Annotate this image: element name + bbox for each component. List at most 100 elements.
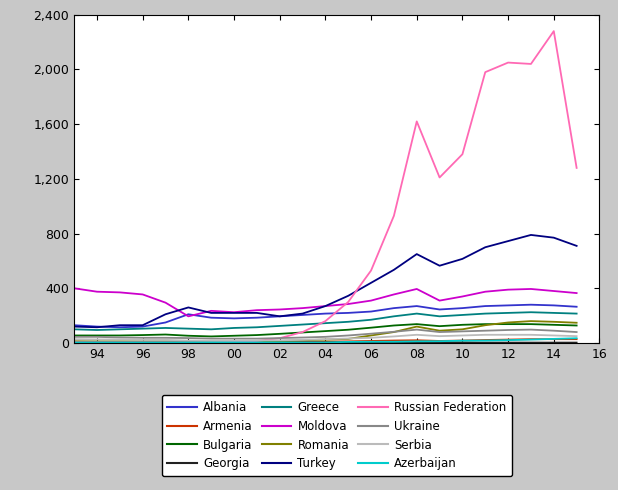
Serbia (185, 338, 192, 343)
Armenia (116, 339, 124, 345)
Azerbaijan (481, 338, 489, 343)
Moldova (162, 300, 169, 306)
Greece (322, 320, 329, 326)
Albania (322, 311, 329, 317)
Georgia (527, 340, 535, 345)
Moldova (367, 297, 375, 303)
Romania (70, 339, 78, 344)
Romania (185, 339, 192, 344)
Greece (481, 311, 489, 317)
Bulgaria (116, 333, 124, 339)
Moldova (322, 303, 329, 309)
Azerbaijan (459, 338, 466, 343)
Turkey (185, 304, 192, 310)
Romania (162, 339, 169, 344)
Romania (139, 339, 146, 344)
Moldova (504, 287, 512, 293)
Serbia (573, 333, 580, 339)
Serbia (413, 332, 420, 338)
Greece (527, 309, 535, 315)
Georgia (70, 340, 78, 345)
Greece (253, 324, 261, 330)
Moldova (139, 292, 146, 297)
Albania (481, 303, 489, 309)
Line: Romania: Romania (74, 321, 577, 342)
Turkey (550, 235, 557, 241)
Turkey (436, 263, 443, 269)
Bulgaria (253, 332, 261, 338)
Russian Federation (459, 151, 466, 157)
Russian Federation (299, 329, 307, 335)
Turkey (162, 311, 169, 317)
Turkey (504, 238, 512, 244)
Greece (436, 314, 443, 319)
Romania (344, 336, 352, 342)
Armenia (253, 339, 261, 345)
Ukraine (185, 335, 192, 341)
Line: Azerbaijan: Azerbaijan (74, 338, 577, 343)
Romania (93, 339, 101, 344)
Moldova (344, 301, 352, 307)
Serbia (93, 337, 101, 343)
Turkey (413, 251, 420, 257)
Azerbaijan (231, 340, 238, 345)
Georgia (550, 340, 557, 345)
Armenia (185, 340, 192, 345)
Bulgaria (550, 322, 557, 328)
Ukraine (550, 328, 557, 334)
Ukraine (436, 329, 443, 335)
Greece (208, 326, 215, 332)
Armenia (70, 339, 78, 344)
Greece (299, 321, 307, 327)
Bulgaria (276, 331, 284, 337)
Turkey (459, 256, 466, 262)
Line: Moldova: Moldova (74, 288, 577, 317)
Romania (504, 319, 512, 325)
Georgia (459, 340, 466, 345)
Azerbaijan (504, 337, 512, 343)
Serbia (231, 338, 238, 344)
Georgia (367, 340, 375, 345)
Turkey (481, 245, 489, 250)
Moldova (116, 290, 124, 295)
Serbia (367, 335, 375, 341)
Line: Russian Federation: Russian Federation (74, 31, 577, 343)
Russian Federation (276, 335, 284, 341)
Azerbaijan (299, 340, 307, 345)
Bulgaria (185, 333, 192, 339)
Moldova (299, 305, 307, 311)
Moldova (413, 286, 420, 292)
Romania (276, 338, 284, 344)
Russian Federation (573, 165, 580, 171)
Moldova (231, 309, 238, 315)
Turkey (208, 310, 215, 316)
Georgia (185, 340, 192, 345)
Ukraine (322, 334, 329, 340)
Russian Federation (344, 299, 352, 305)
Bulgaria (70, 333, 78, 339)
Albania (93, 323, 101, 329)
Romania (481, 322, 489, 328)
Georgia (253, 340, 261, 345)
Albania (185, 311, 192, 317)
Greece (413, 311, 420, 317)
Romania (253, 338, 261, 344)
Turkey (231, 310, 238, 316)
Turkey (70, 323, 78, 329)
Ukraine (116, 335, 124, 341)
Greece (231, 325, 238, 331)
Bulgaria (344, 327, 352, 333)
Russian Federation (139, 340, 146, 345)
Georgia (139, 340, 146, 345)
Bulgaria (436, 323, 443, 329)
Romania (573, 320, 580, 326)
Bulgaria (504, 321, 512, 327)
Moldova (550, 288, 557, 294)
Romania (231, 339, 238, 344)
Armenia (276, 339, 284, 345)
Greece (116, 326, 124, 332)
Armenia (322, 339, 329, 344)
Armenia (367, 338, 375, 344)
Turkey (299, 311, 307, 317)
Romania (208, 339, 215, 344)
